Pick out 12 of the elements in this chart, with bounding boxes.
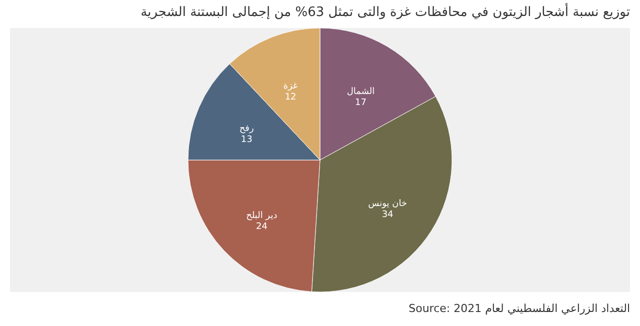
slice-label: غزة [283,82,298,92]
slice-label: خان يونس [368,198,408,209]
slice-label: رفح [239,124,254,134]
data-label: 12 [284,92,296,103]
slice-label: دير البلح [246,210,278,221]
data-label: 34 [382,210,394,220]
data-label: 13 [240,135,252,146]
data-label: 24 [256,222,268,232]
slice-label: الشمال [346,87,375,98]
source-note: Source: التعداد الزراعي الفلسطيني لعام 2021 [408,302,630,315]
data-label: 17 [354,98,366,108]
chart-title: توزيع نسبة أشجار الزيتون في محافظات غزة والتى تمثل 63% من إجمالى البستنة الشجرية [140,3,630,20]
